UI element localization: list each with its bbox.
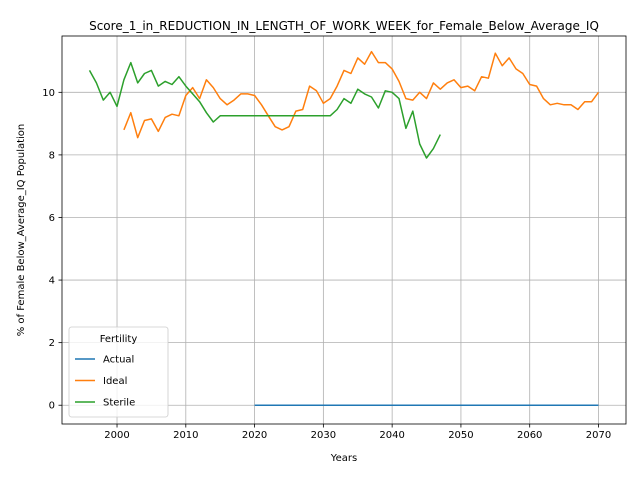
y-tick-label: 8: [49, 150, 55, 161]
x-tick-label: 2050: [448, 430, 473, 441]
x-tick-label: 2000: [104, 430, 129, 441]
chart-title: Score_1_in_REDUCTION_IN_LENGTH_OF_WORK_W…: [89, 19, 599, 33]
y-tick-label: 6: [49, 213, 55, 224]
x-tick-label: 2060: [517, 430, 542, 441]
y-tick-label: 10: [42, 88, 55, 99]
y-axis-label: % of Female Below_Average_IQ Population: [16, 124, 27, 337]
legend-entry-label: Actual: [103, 355, 134, 366]
legend-entry-label: Ideal: [103, 376, 127, 387]
legend-entry-label: Sterile: [103, 398, 135, 409]
legend-box: [68, 326, 169, 418]
plot-lines: [88, 50, 600, 406]
x-tick-label: 2070: [586, 430, 611, 441]
x-axis: 2000 2010 2020 2030 2040 2050 2060 2070: [104, 424, 611, 441]
x-tick-label: 2010: [173, 430, 198, 441]
y-axis: 0 2 4 6 8 10: [42, 88, 62, 412]
series-line-ideal: [123, 50, 600, 139]
x-tick-label: 2020: [242, 430, 267, 441]
x-tick-label: 2040: [379, 430, 404, 441]
y-tick-label: 0: [49, 401, 55, 412]
legend: Fertility Actual Ideal Sterile: [68, 326, 169, 418]
legend-title: Fertility: [100, 334, 138, 345]
series-line-sterile: [88, 61, 441, 159]
x-tick-label: 2030: [311, 430, 336, 441]
y-tick-label: 4: [49, 276, 55, 287]
y-tick-label: 2: [49, 338, 55, 349]
x-axis-label: Years: [330, 453, 357, 464]
plot-frame: [61, 35, 627, 425]
